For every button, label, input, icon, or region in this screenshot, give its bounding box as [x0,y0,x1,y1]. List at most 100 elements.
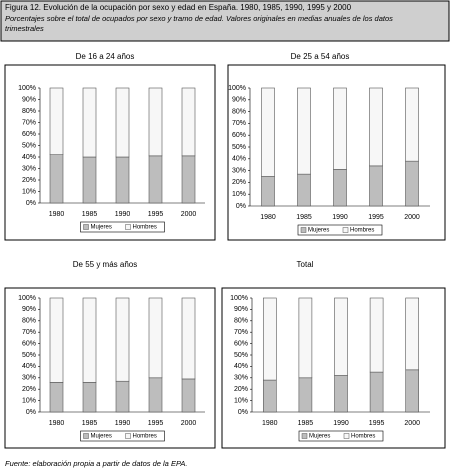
legend-label: Mujeres [308,228,329,234]
y-tick-label: 10% [22,188,36,195]
x-tick-label: 1985 [82,211,98,218]
y-tick-label: 80% [22,318,36,325]
bar-segment [369,371,384,413]
x-tick-label: 1990 [115,420,131,427]
y-tick-label: 50% [232,144,246,151]
x-tick-label: 1985 [82,420,98,427]
y-tick-label: 40% [22,154,36,161]
y-tick-label: 90% [22,96,36,103]
legend-label: Hombres [133,434,157,440]
x-tick-label: 1980 [260,214,276,221]
x-tick-label: 1990 [332,214,348,221]
bar-segment [405,369,420,413]
bar-segment [405,87,419,162]
x-tick-label: 1995 [369,420,385,427]
bar-segment [82,87,97,158]
y-tick-label: 10% [234,397,248,404]
y-tick-label: 90% [232,97,246,104]
x-tick-label: 1980 [49,211,65,218]
y-tick-label: 20% [234,386,248,393]
source-note: Fuente: elaboración propia a partir de d… [5,459,187,468]
bar-segment [369,165,383,207]
x-tick-label: 1995 [148,211,164,218]
x-tick-label: 2000 [404,214,420,221]
legend-label: Hombres [351,434,375,440]
y-tick-label: 80% [232,108,246,115]
y-tick-label: 90% [234,306,248,313]
y-tick-label: 0% [26,409,36,416]
bar-segment [297,173,311,207]
bar-segment [49,382,64,413]
y-tick-label: 30% [234,375,248,382]
y-tick-label: 60% [22,340,36,347]
bar-segment [261,176,275,207]
legend-swatch [300,227,307,233]
x-tick-label: 1995 [148,420,164,427]
legend-swatch [342,227,349,233]
y-tick-label: 100% [18,295,36,302]
legend-box [80,430,165,442]
y-tick-label: 60% [22,131,36,138]
bar-segment [405,160,419,207]
bar-segment [115,297,130,382]
bar-segment [298,377,313,413]
bar-segment [181,378,196,413]
bar-segment [148,377,163,413]
bar-segment [115,380,130,413]
legend-box [80,221,165,233]
y-tick-label: 60% [232,132,246,139]
legend-label: Mujeres [309,434,330,440]
bar-segment [181,155,196,204]
chart-title: Total [297,260,314,269]
bar-segment [262,379,277,413]
bar-segment [82,382,97,413]
chart-title: De 55 y más años [73,260,137,269]
legend-label: Hombres [350,228,374,234]
bar-segment [298,297,313,379]
y-tick-label: 40% [234,363,248,370]
figure-subtitle: trimestrales [5,24,44,33]
y-tick-label: 80% [234,318,248,325]
y-tick-label: 70% [232,120,246,127]
header-box [0,0,450,42]
y-tick-label: 30% [22,165,36,172]
bar-segment [369,297,384,373]
bar-segment [148,155,163,204]
legend-label: Mujeres [91,225,112,231]
legend-swatch [343,433,350,439]
x-tick-label: 1980 [262,420,278,427]
y-tick-label: 50% [22,352,36,359]
y-tick-label: 50% [234,352,248,359]
bar-segment [181,87,196,157]
bar-segment [369,87,383,167]
y-tick-label: 0% [26,200,36,207]
x-tick-label: 1985 [298,420,314,427]
bar-segment [115,87,130,158]
y-tick-label: 0% [236,203,246,210]
bar-segment [82,156,97,204]
bar-segment [49,297,64,383]
chart-title: De 16 a 24 años [76,52,135,61]
figure-title: Figura 12. Evolución de la ocupación por… [5,3,352,12]
x-tick-label: 1980 [49,420,65,427]
legend-swatch [125,224,131,230]
x-tick-label: 2000 [404,420,420,427]
bar-segment [49,87,64,155]
y-tick-label: 40% [232,156,246,163]
bar-segment [181,297,196,380]
y-tick-label: 40% [22,363,36,370]
y-tick-label: 30% [232,167,246,174]
y-tick-label: 90% [22,306,36,313]
bar-segment [115,156,130,204]
y-tick-label: 100% [18,85,36,92]
x-tick-label: 1990 [115,211,131,218]
y-tick-label: 20% [232,179,246,186]
legend-label: Mujeres [91,434,112,440]
legend-swatch [125,433,131,439]
y-tick-label: 10% [232,191,246,198]
y-tick-label: 10% [22,397,36,404]
y-tick-label: 20% [22,177,36,184]
legend-label: Hombres [133,225,157,231]
